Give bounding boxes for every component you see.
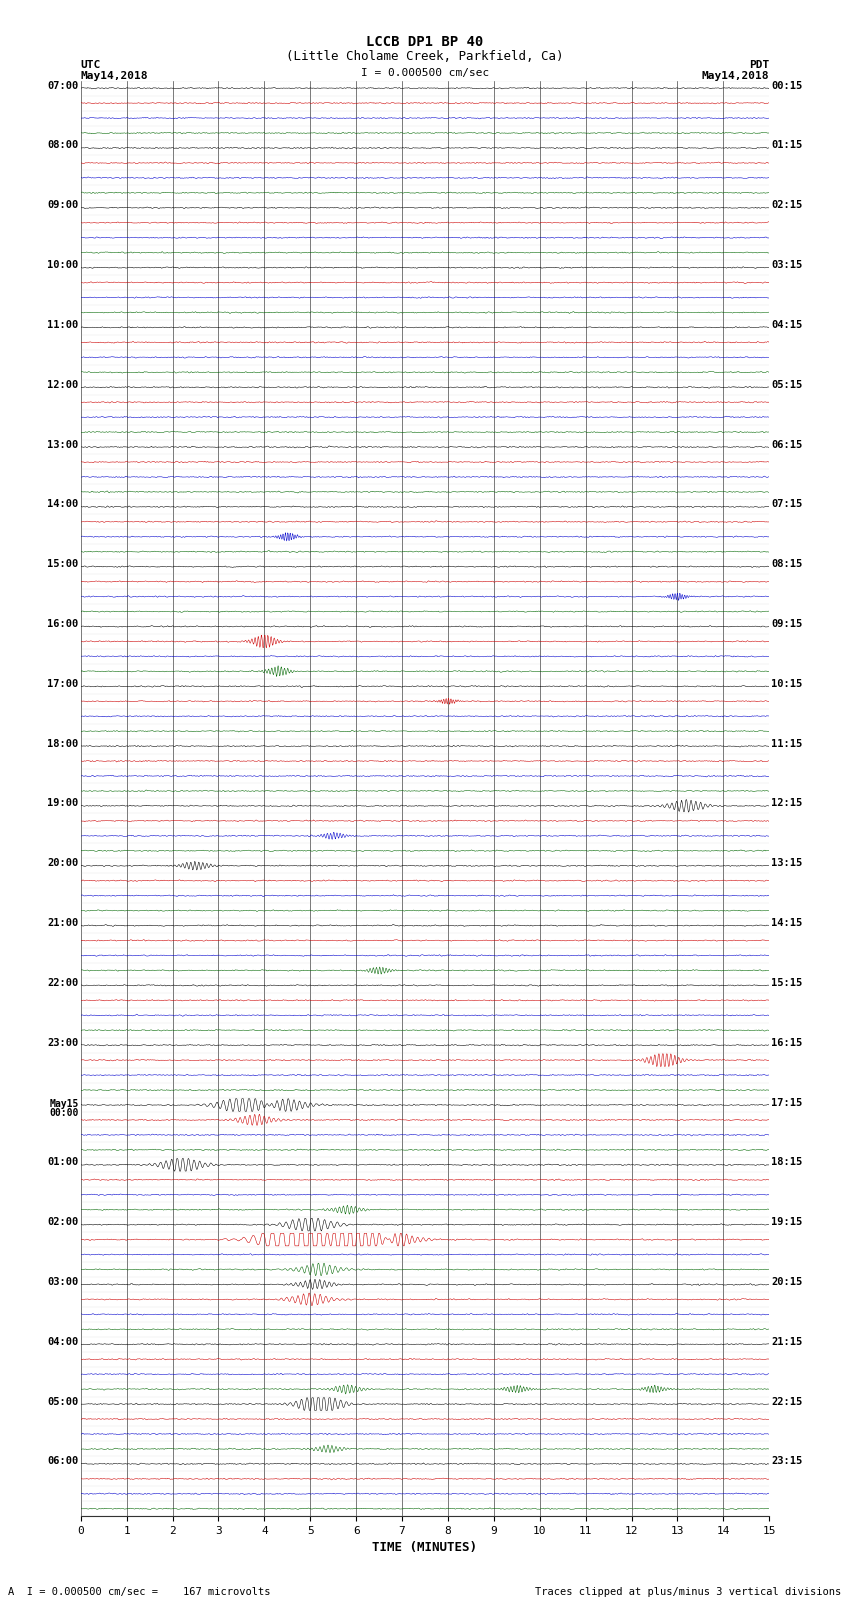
Text: 04:15: 04:15 [771, 319, 802, 331]
Text: 06:15: 06:15 [771, 440, 802, 450]
Text: 20:15: 20:15 [771, 1277, 802, 1287]
Text: 19:15: 19:15 [771, 1218, 802, 1227]
Text: 07:15: 07:15 [771, 500, 802, 510]
Text: 09:15: 09:15 [771, 619, 802, 629]
Text: PDT: PDT [749, 60, 769, 69]
Text: 05:00: 05:00 [48, 1397, 79, 1407]
Text: UTC: UTC [81, 60, 101, 69]
Text: 21:00: 21:00 [48, 918, 79, 927]
Text: 22:00: 22:00 [48, 977, 79, 987]
Text: 18:15: 18:15 [771, 1158, 802, 1168]
Text: 02:00: 02:00 [48, 1218, 79, 1227]
Text: 04:00: 04:00 [48, 1337, 79, 1347]
Text: 11:15: 11:15 [771, 739, 802, 748]
Text: 08:15: 08:15 [771, 560, 802, 569]
Text: 18:00: 18:00 [48, 739, 79, 748]
Text: 21:15: 21:15 [771, 1337, 802, 1347]
Text: 03:15: 03:15 [771, 260, 802, 269]
Text: 19:00: 19:00 [48, 798, 79, 808]
Text: 13:00: 13:00 [48, 440, 79, 450]
Text: 14:15: 14:15 [771, 918, 802, 927]
Text: 13:15: 13:15 [771, 858, 802, 868]
Text: 17:00: 17:00 [48, 679, 79, 689]
Text: 16:00: 16:00 [48, 619, 79, 629]
Text: 17:15: 17:15 [771, 1097, 802, 1108]
Text: 16:15: 16:15 [771, 1037, 802, 1048]
Text: 20:00: 20:00 [48, 858, 79, 868]
Text: 11:00: 11:00 [48, 319, 79, 331]
Text: 09:00: 09:00 [48, 200, 79, 210]
Text: 10:00: 10:00 [48, 260, 79, 269]
X-axis label: TIME (MINUTES): TIME (MINUTES) [372, 1542, 478, 1555]
Text: 23:15: 23:15 [771, 1457, 802, 1466]
Text: 14:00: 14:00 [48, 500, 79, 510]
Text: A  I = 0.000500 cm/sec =    167 microvolts: A I = 0.000500 cm/sec = 167 microvolts [8, 1587, 271, 1597]
Text: 23:00: 23:00 [48, 1037, 79, 1048]
Text: I = 0.000500 cm/sec: I = 0.000500 cm/sec [361, 68, 489, 77]
Text: Traces clipped at plus/minus 3 vertical divisions: Traces clipped at plus/minus 3 vertical … [536, 1587, 842, 1597]
Text: 02:15: 02:15 [771, 200, 802, 210]
Text: 22:15: 22:15 [771, 1397, 802, 1407]
Text: 15:15: 15:15 [771, 977, 802, 987]
Text: 06:00: 06:00 [48, 1457, 79, 1466]
Text: 01:15: 01:15 [771, 140, 802, 150]
Text: 01:00: 01:00 [48, 1158, 79, 1168]
Text: May15: May15 [49, 1098, 79, 1110]
Text: 15:00: 15:00 [48, 560, 79, 569]
Text: 08:00: 08:00 [48, 140, 79, 150]
Text: May14,2018: May14,2018 [81, 71, 148, 81]
Text: 10:15: 10:15 [771, 679, 802, 689]
Text: 00:00: 00:00 [49, 1108, 79, 1118]
Text: (Little Cholame Creek, Parkfield, Ca): (Little Cholame Creek, Parkfield, Ca) [286, 50, 564, 63]
Text: LCCB DP1 BP 40: LCCB DP1 BP 40 [366, 35, 484, 50]
Text: May14,2018: May14,2018 [702, 71, 769, 81]
Text: 03:00: 03:00 [48, 1277, 79, 1287]
Text: 00:15: 00:15 [771, 81, 802, 90]
Text: 12:15: 12:15 [771, 798, 802, 808]
Text: 12:00: 12:00 [48, 379, 79, 390]
Text: 07:00: 07:00 [48, 81, 79, 90]
Text: 05:15: 05:15 [771, 379, 802, 390]
